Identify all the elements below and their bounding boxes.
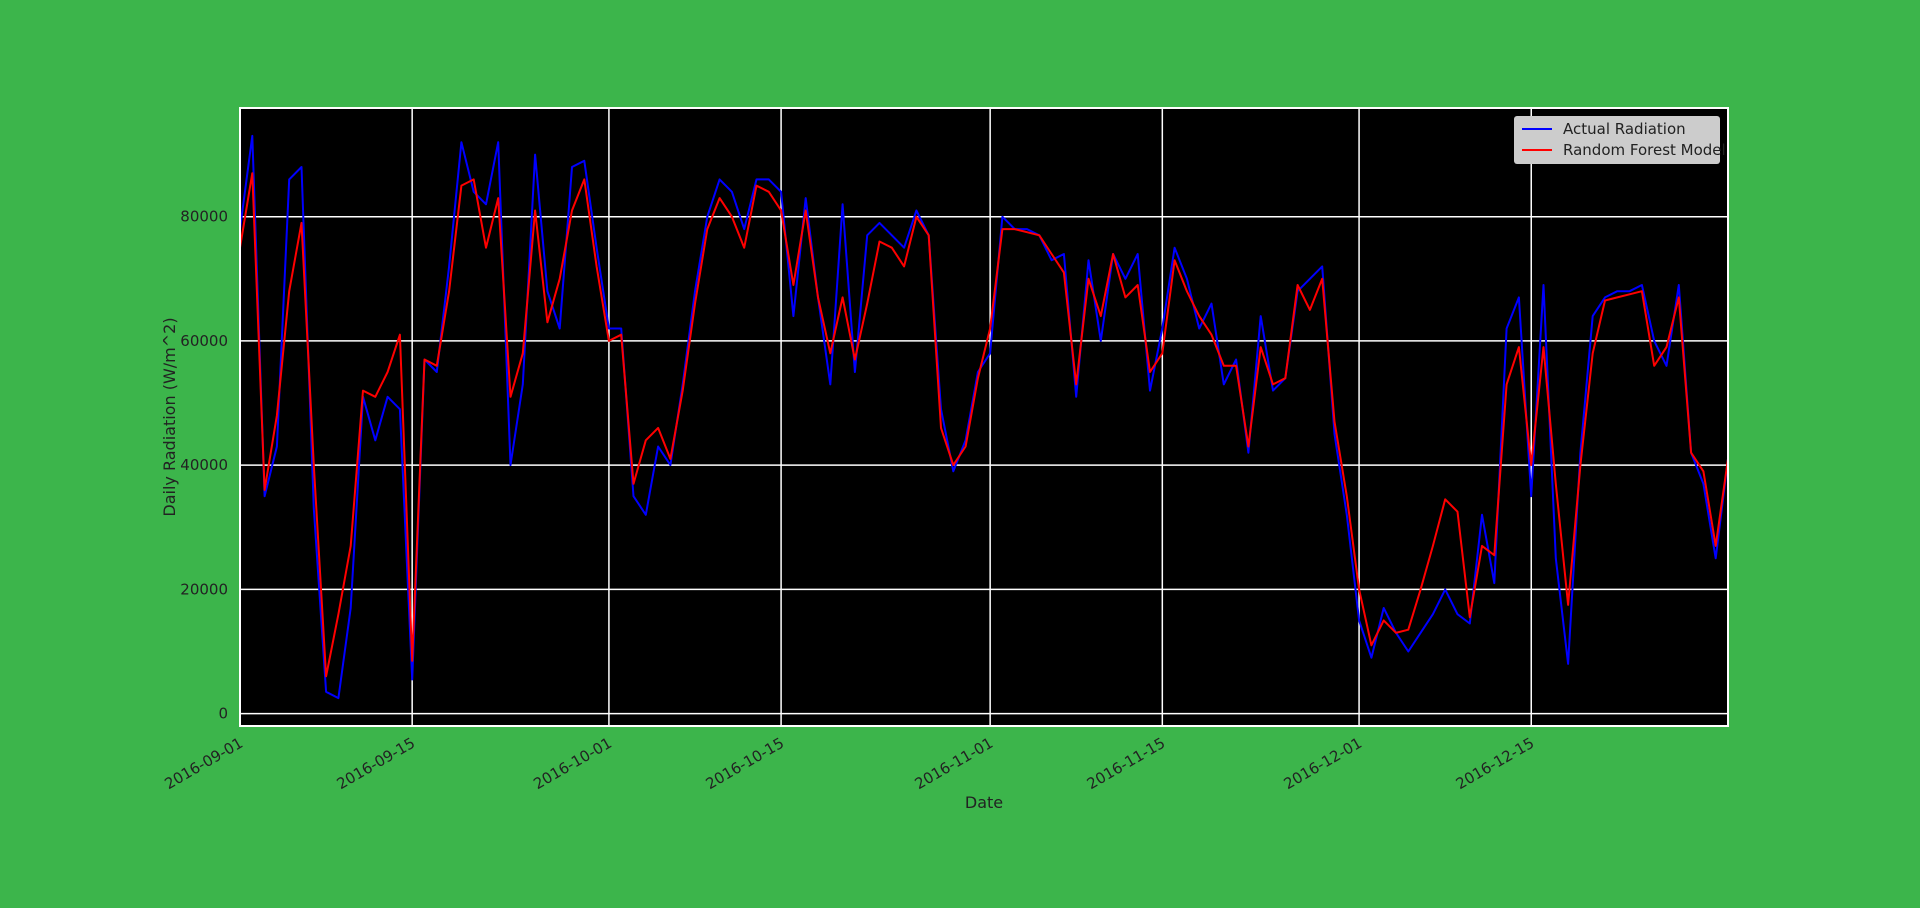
legend: Actual Radiation Random Forest Model [1514, 116, 1726, 164]
y-tick-labels: 0 20000 40000 60000 80000 [180, 208, 228, 723]
plot-frame [239, 107, 1729, 727]
legend-label-random-forest-model: Random Forest Model [1563, 141, 1726, 159]
x-tick-label: 2016-11-15 [1084, 734, 1169, 793]
legend-label-actual-radiation: Actual Radiation [1563, 120, 1686, 138]
y-tick-label: 0 [218, 705, 228, 723]
x-axis-label: Date [965, 793, 1003, 812]
series-lines [239, 134, 1729, 700]
y-axis-label: Daily Radiation (W/m^2) [160, 317, 179, 516]
x-tick-label: 2016-12-15 [1453, 734, 1538, 793]
grid-lines [239, 108, 1728, 726]
y-tick-label: 40000 [180, 456, 228, 474]
series-line-random-forest-model [239, 172, 1729, 678]
x-tick-label: 2016-10-15 [703, 734, 788, 793]
y-tick-label: 60000 [180, 332, 228, 350]
y-tick-label: 20000 [180, 580, 228, 598]
x-tick-label: 2016-09-01 [161, 734, 246, 793]
x-tick-labels: 2016-09-01 2016-09-15 2016-10-01 2016-10-15… [161, 734, 1537, 793]
x-tick-label: 2016-10-01 [530, 734, 615, 793]
legend-box [1514, 116, 1720, 164]
plot-background [240, 108, 1728, 726]
x-tick-label: 2016-09-15 [334, 734, 419, 793]
x-tick-label: 2016-12-01 [1281, 734, 1366, 793]
y-tick-label: 80000 [180, 208, 228, 226]
series-line-actual-radiation [239, 134, 1729, 700]
x-tick-label: 2016-11-01 [912, 734, 997, 793]
